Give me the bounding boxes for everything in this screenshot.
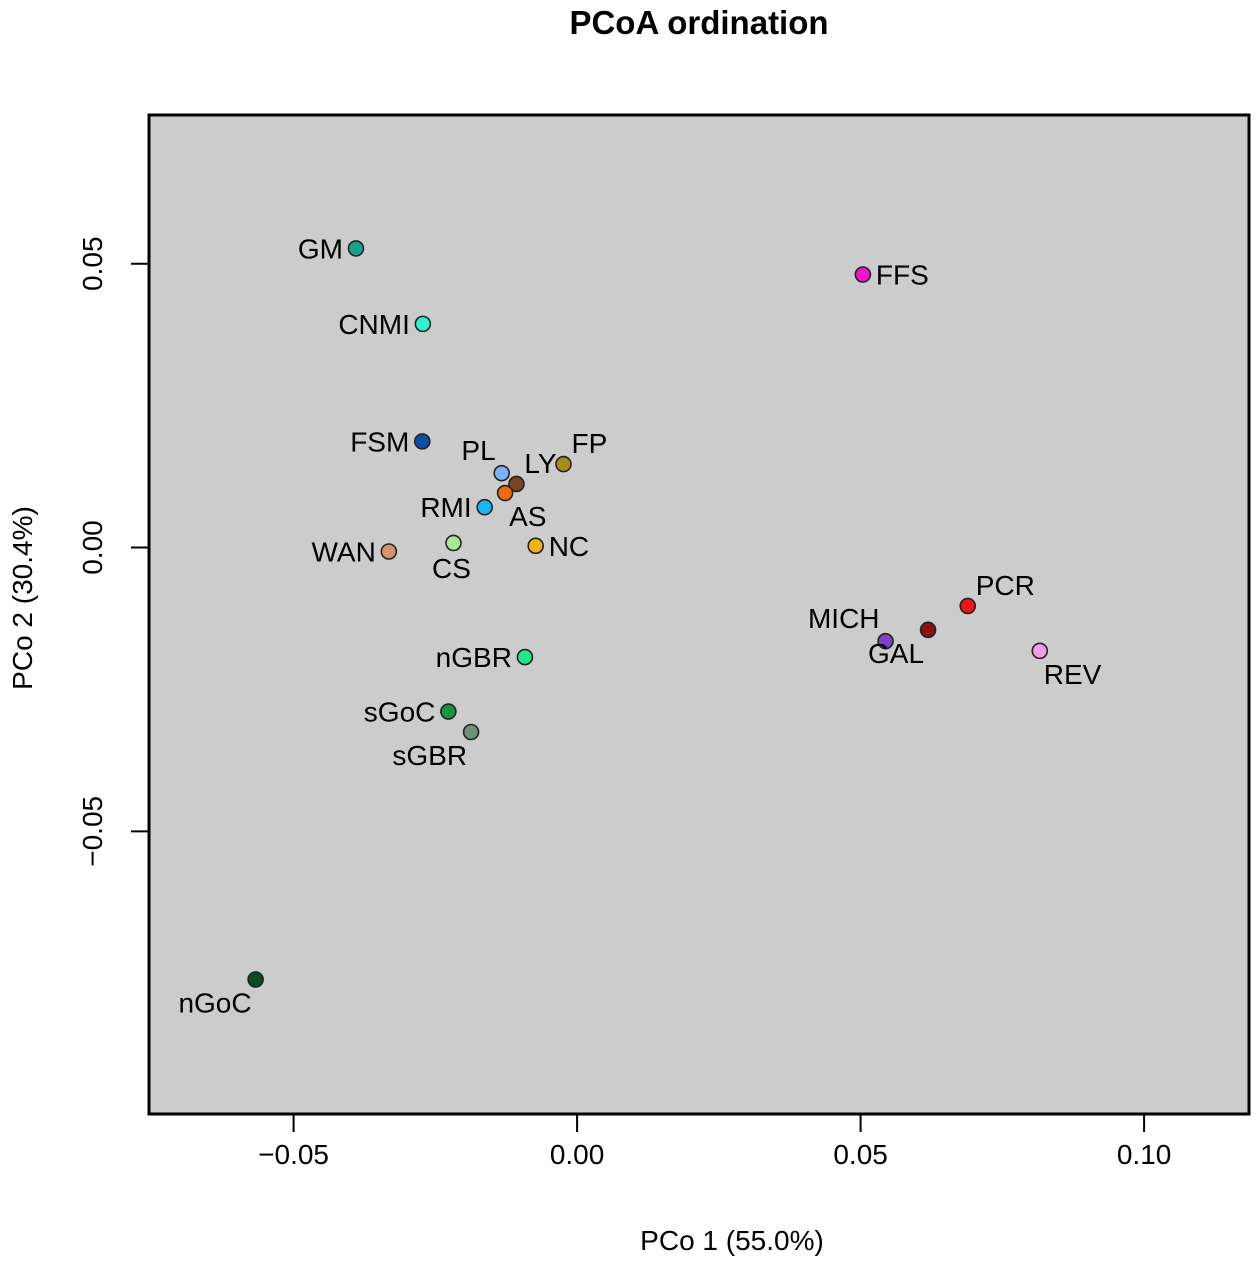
y-tick-label: 0.00	[77, 520, 108, 575]
point-rev	[1031, 642, 1049, 660]
y-tick-label: −0.05	[77, 796, 108, 867]
point-label-pcr: PCR	[976, 570, 1035, 601]
point-label-ly: LY	[524, 448, 556, 479]
y-tick-label: 0.05	[77, 236, 108, 291]
plot-area	[149, 115, 1249, 1114]
point-ngoc	[247, 971, 264, 988]
point-pl	[493, 464, 510, 482]
point-label-sgoc: sGoC	[364, 697, 436, 728]
y-axis-label: PCo 2 (30.4%)	[7, 506, 38, 690]
point-nc	[527, 537, 545, 555]
chart-title: PCoA ordination	[569, 4, 828, 41]
point-gal	[919, 621, 937, 639]
point-fsm	[413, 433, 431, 450]
point-label-cs: CS	[432, 553, 471, 584]
x-tick-label: 0.05	[833, 1139, 888, 1170]
x-tick-label: −0.05	[258, 1139, 329, 1170]
point-label-fsm: FSM	[350, 426, 409, 457]
point-pcr	[959, 597, 977, 615]
point-rmi	[476, 498, 493, 516]
point-cnmi	[414, 315, 432, 333]
point-label-pl: PL	[461, 435, 495, 466]
point-label-ngoc: nGoC	[178, 987, 251, 1018]
point-mich	[877, 632, 894, 650]
x-tick-label: 0.00	[550, 1139, 605, 1170]
point-label-ffs: FFS	[876, 259, 929, 290]
point-label-rev: REV	[1044, 659, 1102, 690]
point-label-gm: GM	[298, 233, 343, 264]
x-axis-label: PCo 1 (55.0%)	[640, 1225, 824, 1256]
point-label-wan: WAN	[312, 536, 376, 567]
point-as	[496, 484, 514, 502]
point-cs	[445, 534, 462, 552]
point-ffs	[854, 266, 872, 283]
x-axis: −0.05 0.00 0.05 0.10	[258, 1114, 1171, 1170]
point-label-cnmi: CNMI	[338, 309, 410, 340]
point-label-nc: NC	[549, 531, 589, 562]
point-label-gal: GAL	[868, 638, 924, 669]
point-gm	[347, 240, 365, 257]
point-label-mich: MICH	[808, 603, 880, 634]
x-tick-label: 0.10	[1117, 1139, 1172, 1170]
plot-frame	[147, 113, 1251, 1116]
point-sgbr	[462, 723, 480, 741]
point-label-ngbr: nGBR	[436, 642, 512, 673]
y-axis: −0.05 0.00 0.05	[77, 236, 149, 867]
point-label-rmi: RMI	[420, 492, 471, 523]
point-ngbr	[516, 648, 534, 666]
point-fp	[555, 455, 572, 473]
point-label-as: AS	[509, 501, 546, 532]
point-wan	[380, 543, 398, 560]
point-label-fp: FP	[571, 428, 607, 459]
point-ly	[508, 475, 525, 493]
point-sgoc	[440, 703, 457, 720]
point-label-sgbr: sGBR	[392, 740, 467, 771]
